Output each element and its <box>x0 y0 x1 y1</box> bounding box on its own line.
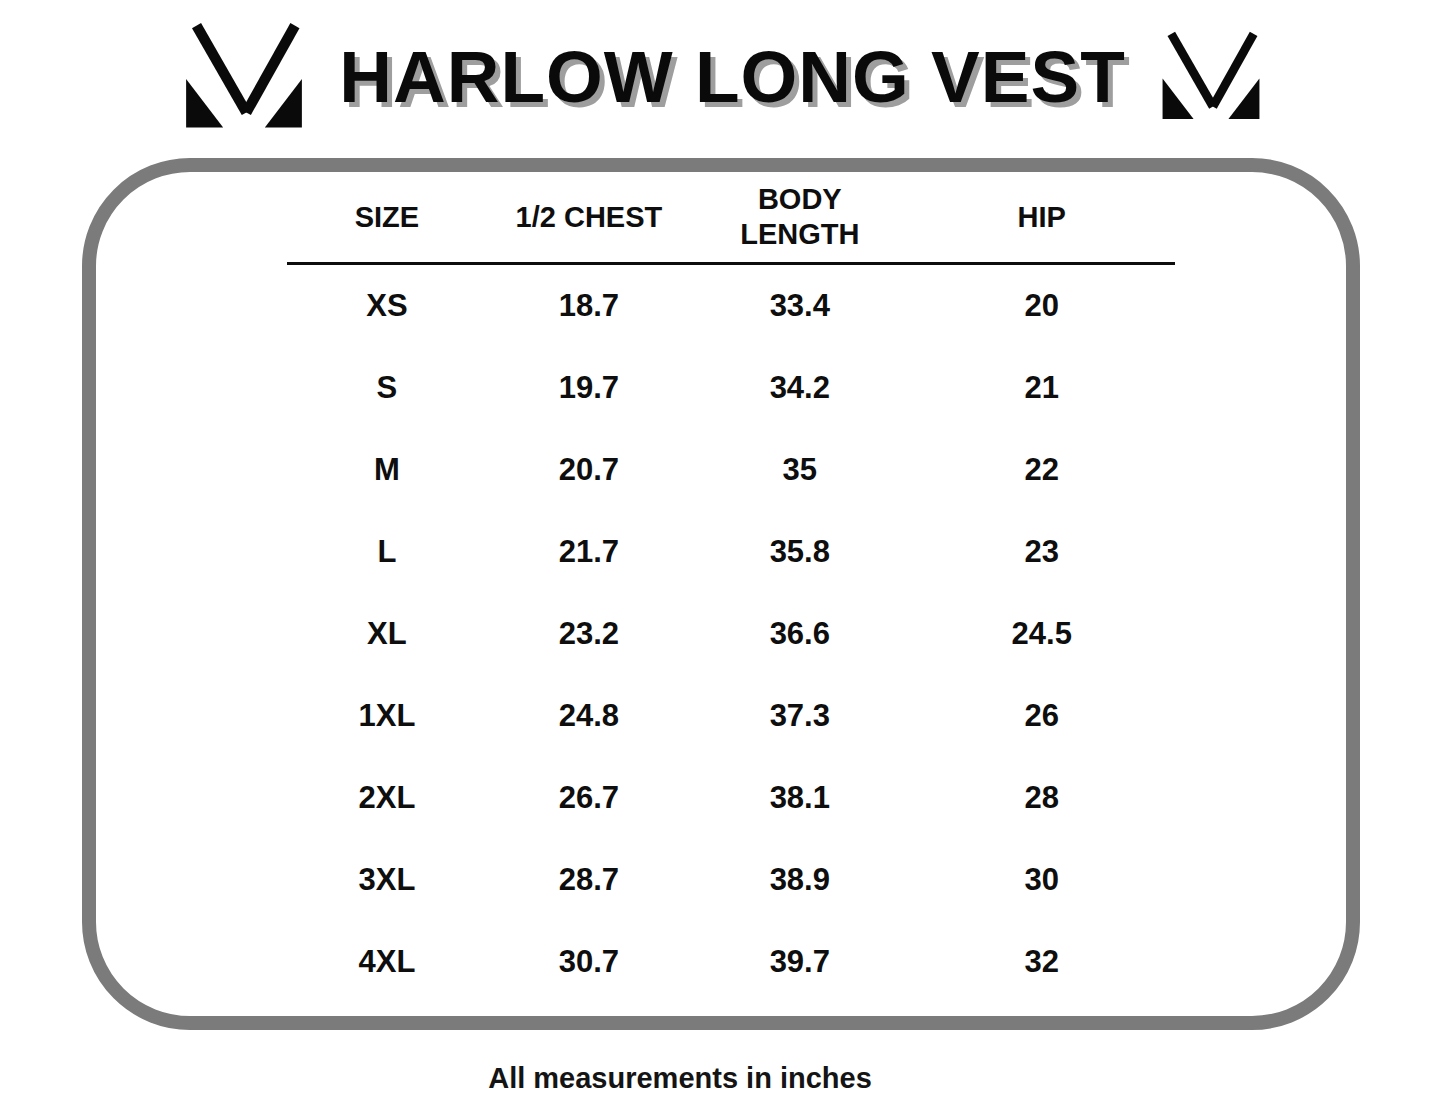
size-row: 1XL 24.8 37.3 26 <box>287 675 1175 757</box>
hip-value: 24.5 <box>909 593 1175 675</box>
size-row: 3XL 28.7 38.9 30 <box>287 839 1175 921</box>
body-length-value: 37.3 <box>691 675 909 757</box>
hip-value: 22 <box>909 429 1175 511</box>
page-title: HARLOW LONG VEST <box>339 35 1126 118</box>
m-monogram-logo-icon <box>1162 30 1260 122</box>
half-chest-value: 18.7 <box>487 264 691 348</box>
m-monogram-logo-icon <box>185 21 303 131</box>
size-row: 2XL 26.7 38.1 28 <box>287 757 1175 839</box>
half-chest-value: 24.8 <box>487 675 691 757</box>
size-row: XS 18.7 33.4 20 <box>287 264 1175 348</box>
half-chest-value: 19.7 <box>487 347 691 429</box>
size-label: S <box>287 347 487 429</box>
body-length-value: 34.2 <box>691 347 909 429</box>
body-length-value: 35.8 <box>691 511 909 593</box>
size-row: S 19.7 34.2 21 <box>287 347 1175 429</box>
size-label: M <box>287 429 487 511</box>
half-chest-value: 28.7 <box>487 839 691 921</box>
footer-note: All measurements in inches <box>360 1062 1000 1095</box>
column-header-hip: HIP <box>909 172 1175 264</box>
size-label: L <box>287 511 487 593</box>
half-chest-value: 23.2 <box>487 593 691 675</box>
header: HARLOW LONG VEST <box>0 0 1445 152</box>
body-length-value: 33.4 <box>691 264 909 348</box>
size-label: 2XL <box>287 757 487 839</box>
column-header-half-chest: 1/2 CHEST <box>487 172 691 264</box>
body-length-value: 35 <box>691 429 909 511</box>
hip-value: 28 <box>909 757 1175 839</box>
hip-value: 23 <box>909 511 1175 593</box>
size-label: XS <box>287 264 487 348</box>
body-length-value: 39.7 <box>691 921 909 1003</box>
size-label: 1XL <box>287 675 487 757</box>
half-chest-value: 26.7 <box>487 757 691 839</box>
size-chart-page: HARLOW LONG VEST SIZE 1/2 CHEST BODY LEN… <box>0 0 1445 1116</box>
body-length-value: 38.9 <box>691 839 909 921</box>
hip-value: 21 <box>909 347 1175 429</box>
body-length-value: 38.1 <box>691 757 909 839</box>
header-row: SIZE 1/2 CHEST BODY LENGTH HIP <box>287 172 1175 264</box>
size-chart-table: SIZE 1/2 CHEST BODY LENGTH HIP XS 18.7 3… <box>287 172 1175 1003</box>
size-label: 4XL <box>287 921 487 1003</box>
half-chest-value: 20.7 <box>487 429 691 511</box>
size-row: M 20.7 35 22 <box>287 429 1175 511</box>
size-row: XL 23.2 36.6 24.5 <box>287 593 1175 675</box>
hip-value: 26 <box>909 675 1175 757</box>
body-length-value: 36.6 <box>691 593 909 675</box>
hip-value: 32 <box>909 921 1175 1003</box>
half-chest-value: 30.7 <box>487 921 691 1003</box>
half-chest-value: 21.7 <box>487 511 691 593</box>
column-header-size: SIZE <box>287 172 487 264</box>
size-row: 4XL 30.7 39.7 32 <box>287 921 1175 1003</box>
size-label: 3XL <box>287 839 487 921</box>
size-label: XL <box>287 593 487 675</box>
hip-value: 30 <box>909 839 1175 921</box>
hip-value: 20 <box>909 264 1175 348</box>
column-header-body-length: BODY LENGTH <box>691 172 909 264</box>
size-row: L 21.7 35.8 23 <box>287 511 1175 593</box>
